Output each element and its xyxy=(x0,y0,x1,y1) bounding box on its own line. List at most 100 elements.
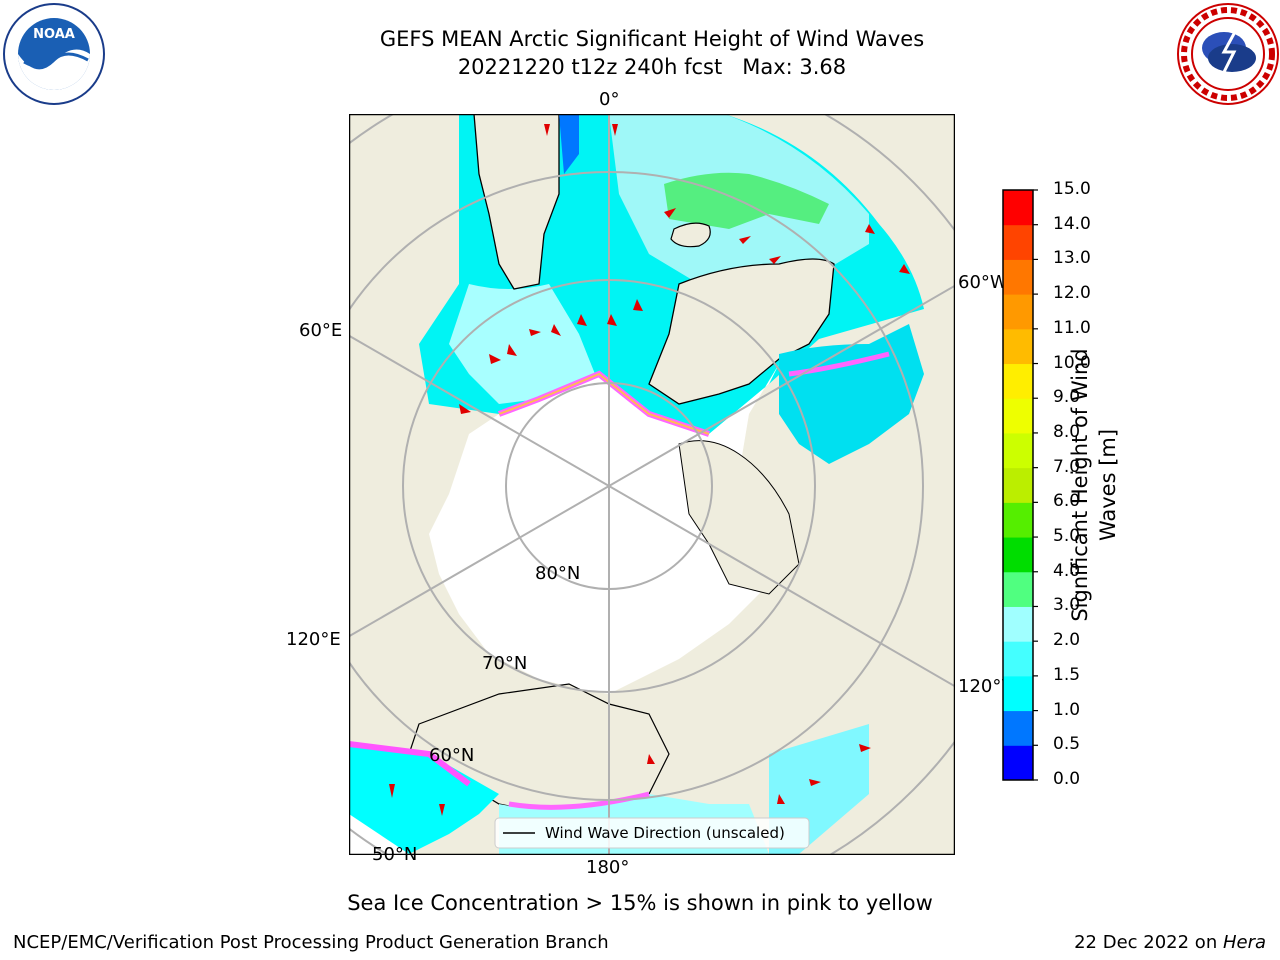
footer-date-text: 22 Dec 2022 on xyxy=(1074,932,1223,953)
wind-arrow xyxy=(439,804,445,816)
meridian-label-120e: 120°E xyxy=(286,629,341,650)
meridian-60e xyxy=(349,334,610,487)
colorbar-tick-label: 5.0 xyxy=(1053,526,1081,547)
colorbar-bin xyxy=(1003,190,1033,226)
wind-arrow xyxy=(769,256,781,264)
colorbar-tick-label: 7.0 xyxy=(1053,456,1081,477)
wind-arrow xyxy=(389,784,395,798)
colorbar-bin xyxy=(1003,745,1033,781)
legend-label: Wind Wave Direction (unscaled) xyxy=(545,824,785,842)
colorbar-tick-label: 11.0 xyxy=(1053,317,1091,338)
ocean-okhotsk xyxy=(349,744,499,854)
colorbar-bin xyxy=(1003,571,1033,607)
colorbar-tick-label: 10.0 xyxy=(1053,352,1091,373)
meridian-label-60w: 60°W xyxy=(958,272,1008,293)
map-legend: Wind Wave Direction (unscaled) xyxy=(494,817,810,849)
map-frame xyxy=(349,114,955,855)
wind-arrow xyxy=(859,744,871,752)
ice-edge-bering xyxy=(508,791,650,810)
colorbar-tick-label: 9.0 xyxy=(1053,387,1081,408)
colorbar-tick-label: 6.0 xyxy=(1053,491,1081,512)
colorbar-tick-label: 1.5 xyxy=(1053,664,1081,685)
land-iceland xyxy=(670,222,711,248)
meridian-120w xyxy=(608,485,954,687)
meridian-label-0: 0° xyxy=(599,89,620,110)
meridian-label-60e: 60°E xyxy=(299,320,343,341)
meridian-60w xyxy=(608,285,954,487)
colorbar-tick-label: 1.0 xyxy=(1053,699,1081,720)
wind-arrow xyxy=(612,124,618,136)
colorbar-label-line1: Significant Height of Wind xyxy=(1068,348,1092,622)
wind-arrow xyxy=(577,314,587,326)
ocean-baltic xyxy=(559,114,579,174)
ice-edge-okhotsk xyxy=(349,741,471,787)
wind-arrow xyxy=(664,208,676,218)
wind-arrow xyxy=(607,314,617,326)
nws-logo xyxy=(1177,3,1279,105)
wind-arrow xyxy=(899,264,910,274)
gridlines xyxy=(349,114,954,854)
wind-arrows xyxy=(389,124,910,816)
wind-arrow xyxy=(544,124,550,136)
noaa-logo: NOAA xyxy=(3,3,105,105)
parallel-label-70n: 70°N xyxy=(482,653,528,674)
colorbar-bin xyxy=(1003,328,1033,365)
colorbar-tick-label: 8.0 xyxy=(1053,421,1081,442)
wind-arrow xyxy=(529,329,541,336)
colorbar-bin xyxy=(1003,675,1033,712)
footer-branch: NCEP/EMC/Verification Post Processing Pr… xyxy=(13,932,609,953)
wind-arrow xyxy=(551,324,561,336)
colorbar-bin xyxy=(1003,259,1033,295)
wind-arrow xyxy=(507,344,517,356)
colorbar-label-line2: Waves [m] xyxy=(1096,428,1120,542)
forecast-domain xyxy=(349,114,924,854)
ocean-baffin xyxy=(779,324,924,464)
wind-arrow xyxy=(633,299,643,311)
colorbar-tick-label: 12.0 xyxy=(1053,283,1091,304)
colorbar-tick-label: 3.0 xyxy=(1053,595,1081,616)
land-greenland xyxy=(648,258,835,405)
colorbar-bin xyxy=(1003,537,1033,573)
wind-arrow xyxy=(739,236,751,244)
colorbar-tick-label: 14.0 xyxy=(1053,213,1091,234)
wind-arrow xyxy=(647,754,655,764)
footer-host: Hera xyxy=(1222,932,1266,953)
polar-map: Wind Wave Direction (unscaled) xyxy=(349,114,955,855)
colorbar-tick-label: 0.5 xyxy=(1053,734,1081,755)
colorbar-bin xyxy=(1003,432,1033,469)
parallel-label-80n: 80°N xyxy=(535,563,581,584)
legend-box xyxy=(494,817,810,849)
colorbar-bin xyxy=(1003,502,1033,538)
map-subtitle: 20221220 t12z 240h fcst Max: 3.68 xyxy=(457,55,847,79)
wind-arrow xyxy=(459,404,471,414)
ice-edge-inner xyxy=(498,372,710,435)
colorbar-tick-label: 0.0 xyxy=(1053,769,1081,789)
colorbar-tick-label: 2.0 xyxy=(1053,630,1081,651)
colorbar-bin xyxy=(1003,224,1033,260)
colorbar-tick-label: 13.0 xyxy=(1053,248,1091,269)
wind-arrow xyxy=(777,794,785,804)
wind-arrow xyxy=(865,224,875,234)
colorbar-bin xyxy=(1003,641,1033,677)
colorbar-tick-label: 4.0 xyxy=(1053,560,1081,581)
parallel-label-50n: 50°N xyxy=(372,844,418,865)
land-scandinavia xyxy=(473,114,560,290)
sea-ice-caption: Sea Ice Concentration > 15% is shown in … xyxy=(347,891,933,915)
noaa-logo-text: NOAA xyxy=(33,27,75,42)
colorbar-bin xyxy=(1003,467,1033,503)
colorbar-frame xyxy=(1002,189,1034,781)
colorbar-bin xyxy=(1003,294,1033,330)
colorbar-bin xyxy=(1003,398,1033,434)
footer-date: 22 Dec 2022 on Hera xyxy=(1074,932,1266,953)
wind-arrow xyxy=(489,354,501,364)
colorbar-bin xyxy=(1003,710,1033,746)
colorbar-bin xyxy=(1003,606,1033,642)
wind-arrow xyxy=(809,779,821,786)
ice-edge-baffin xyxy=(788,351,890,377)
meridian-label-180: 180° xyxy=(586,857,630,878)
outside-domain-sw xyxy=(349,814,409,854)
land-canadian-archipelago xyxy=(678,440,800,595)
colorbar-bin xyxy=(1003,363,1033,399)
parallel-label-60n: 60°N xyxy=(429,745,475,766)
map-title: GEFS MEAN Arctic Significant Height of W… xyxy=(379,27,925,51)
